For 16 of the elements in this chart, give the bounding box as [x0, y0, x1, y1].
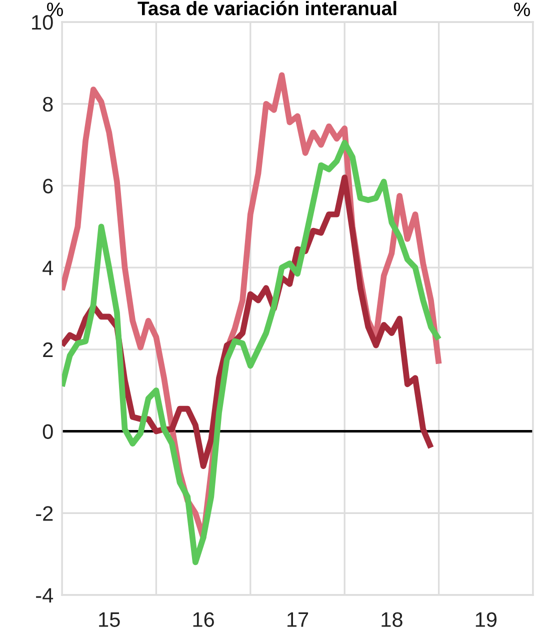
- y-tick-label: 4: [42, 260, 54, 276]
- x-tick-label: 15: [99, 612, 120, 627]
- y-tick-label: -4: [36, 588, 54, 603]
- y2-axis-title: %: [514, 2, 530, 16]
- x-tick-label: 18: [382, 612, 402, 627]
- y-tick-label: 10: [32, 15, 53, 30]
- y-axis-title: %: [47, 2, 63, 16]
- y-tick-label: 2: [43, 342, 53, 357]
- y-tick-label: -2: [36, 506, 53, 521]
- x-tick-label: 17: [288, 612, 308, 627]
- y-tick-label: 8: [42, 96, 53, 112]
- y-tick-label: 0: [42, 424, 53, 440]
- x-tick-label: 19: [476, 612, 496, 627]
- y-tick-label: 6: [43, 178, 53, 194]
- chart-title: Tasa de variación interanual: [138, 0, 396, 16]
- x-tick-label: 16: [193, 612, 214, 627]
